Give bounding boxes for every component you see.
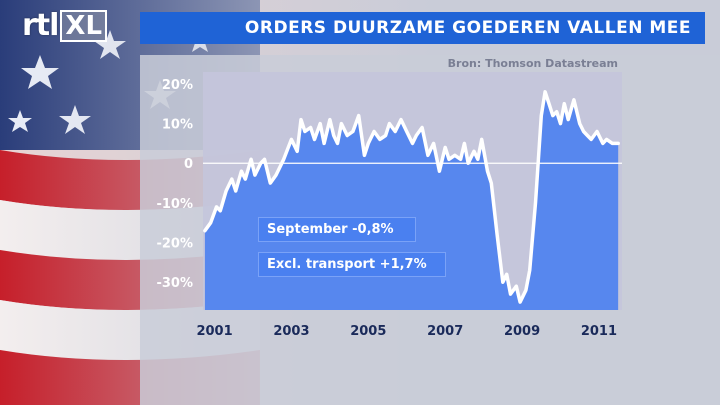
source-label: Bron: Thomson Datastream [447, 57, 618, 70]
y-tick-label: -20% [156, 237, 193, 252]
title-bar: ORDERS DUURZAME GOEDEREN VALLEN MEE [140, 12, 705, 44]
x-tick-label: 2007 [427, 324, 463, 339]
x-tick-label: 2005 [350, 324, 386, 339]
logo-xl-badge: XL [60, 9, 108, 42]
y-tick-label: 20% [162, 78, 193, 93]
y-tick-label: -30% [156, 276, 193, 291]
logo-rtl-text: rtl [22, 8, 59, 43]
x-tick-label: 2011 [581, 324, 617, 339]
x-tick-label: 2001 [196, 324, 232, 339]
x-tick-label: 2003 [273, 324, 309, 339]
y-tick-label: 0 [184, 157, 193, 172]
x-tick-label: 2009 [504, 324, 540, 339]
page-title: ORDERS DUURZAME GOEDEREN VALLEN MEE [244, 18, 691, 38]
series-line [203, 90, 620, 304]
annotation-excl-transport: Excl. transport +1,7% [258, 252, 446, 277]
y-tick-label: -10% [156, 197, 193, 212]
annotation-september: September -0,8% [258, 217, 416, 242]
y-tick-label: 10% [162, 118, 193, 133]
rtl-xl-logo: rtl XL [22, 8, 108, 43]
